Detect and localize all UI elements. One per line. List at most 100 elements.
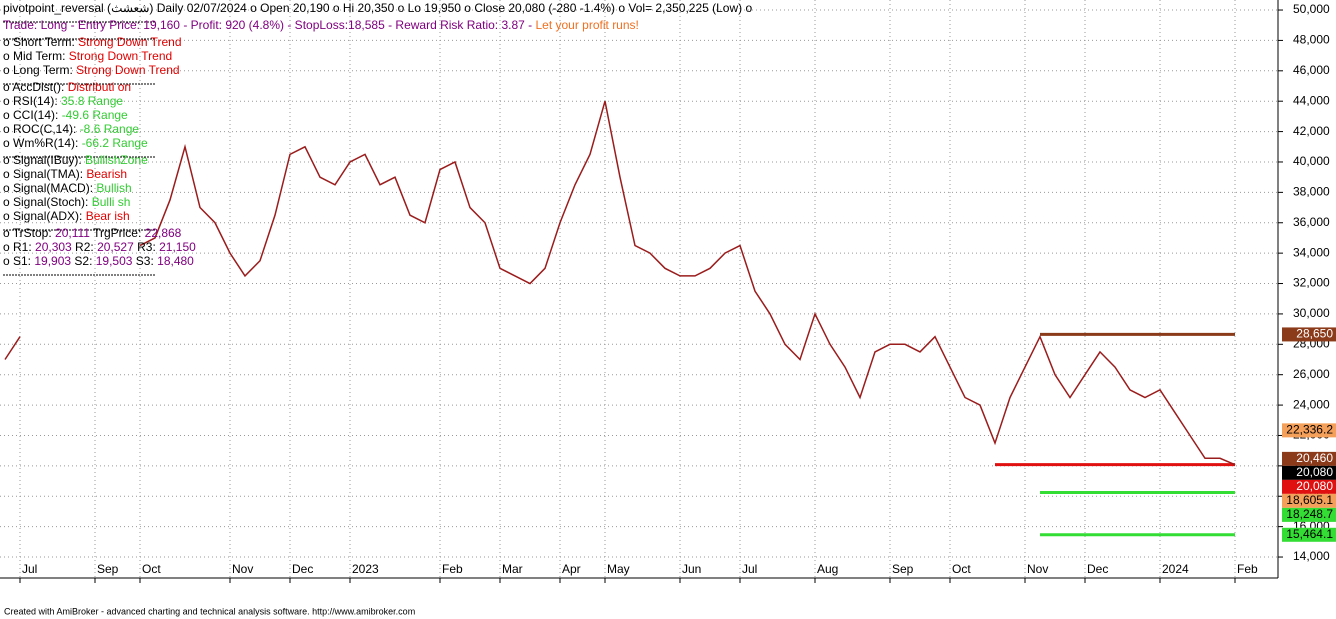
y-tick-label: 38,000 (1293, 185, 1330, 199)
info-text: 18,480 (157, 254, 194, 268)
level-label: 20,460 (1296, 451, 1333, 465)
info-line: o Wm%R(14): -66.2 Range (3, 136, 148, 150)
info-text: o RSI(14): (3, 94, 61, 108)
info-line: o Signal(Stoch): Bulli sh (3, 195, 130, 209)
info-text: o Signal(TMA): (3, 167, 86, 181)
info-line: o S1: 19,903 S2: 19,503 S3: 18,480 (3, 254, 194, 268)
x-tick-label: Oct (142, 562, 161, 576)
y-tick-label: 46,000 (1293, 63, 1330, 77)
info-text: -49.6 Range (62, 108, 128, 122)
info-text: o R1: (3, 240, 35, 254)
info-text: S2: (71, 254, 96, 268)
y-tick-label: 34,000 (1293, 245, 1330, 259)
y-tick-label: 24,000 (1293, 397, 1330, 411)
info-text: o Long Term: (3, 63, 76, 77)
x-tick-label: Sep (892, 562, 914, 576)
y-tick-label: 30,000 (1293, 306, 1330, 320)
y-tick-label: 40,000 (1293, 154, 1330, 168)
level-label-box (1282, 327, 1336, 342)
level-label: 28,650 (1296, 327, 1333, 341)
info-text: Strong Down Trend (69, 49, 172, 63)
level-label-box (1282, 423, 1336, 438)
info-text: 20,527 (97, 240, 134, 254)
info-line: o R1: 20,303 R2: 20,527 R3: 21,150 (3, 240, 196, 254)
level-label-box (1282, 507, 1336, 522)
x-tick-label: Feb (1237, 562, 1258, 576)
info-text: o Short Term: (3, 35, 78, 49)
info-text: -8.6 Range (80, 122, 140, 136)
y-tick-label: 36,000 (1293, 215, 1330, 229)
info-text: R2: (72, 240, 97, 254)
level-label: 18,605.1 (1286, 493, 1333, 507)
info-text: pivotpoint_reversal (شعشث) Daily 02/07/2… (3, 1, 752, 15)
info-text: -66.2 Range (82, 136, 148, 150)
info-line: o Signal(MACD): Bullish (3, 181, 132, 195)
info-line: o Signal(ADX): Bear ish (3, 209, 130, 223)
x-tick-label: May (607, 562, 630, 576)
level-label-box (1282, 465, 1336, 480)
info-text: o Signal(Stoch): (3, 195, 92, 209)
info-line: o AccDist(): Distributi on (3, 80, 131, 94)
info-text: 20,303 (35, 240, 72, 254)
y-tick-label: 32,000 (1293, 276, 1330, 290)
info-text: R3: (134, 240, 159, 254)
info-text: 21,150 (159, 240, 196, 254)
info-text: 20,111 (55, 226, 90, 240)
info-text: Bullish (96, 181, 131, 195)
x-tick-label: Jun (682, 562, 701, 576)
info-line: o ROC(C,14): -8.6 Range (3, 122, 139, 136)
level-label: 20,080 (1296, 465, 1333, 479)
x-tick-label: Oct (952, 562, 971, 576)
y-tick-label: 14,000 (1293, 549, 1330, 563)
level-label: 22,336.2 (1286, 423, 1333, 437)
level-label-box (1282, 493, 1336, 508)
info-text: Bearish (86, 167, 127, 181)
info-text: Strong Down Trend (78, 35, 181, 49)
info-text: o Signal(ADX): (3, 209, 86, 223)
info-text: BullishZone (85, 153, 148, 167)
info-text: Trade: Long - Entry Price: 19,160 - Prof… (3, 18, 535, 32)
x-tick-label: Dec (1087, 562, 1108, 576)
info-text: o TrStop: (3, 226, 55, 240)
info-text: Let your profit runs! (535, 18, 638, 32)
info-line: o Signal(TMA): Bearish (3, 167, 127, 181)
info-line: pivotpoint_reversal (شعشث) Daily 02/07/2… (3, 1, 752, 15)
y-tick-label: 48,000 (1293, 33, 1330, 47)
y-tick-label: 50,000 (1293, 2, 1330, 16)
footer: Created with AmiBroker - advanced charti… (4, 606, 415, 616)
info-text: o Signal(MACD): (3, 181, 96, 195)
info-text: o S1: (3, 254, 34, 268)
level-label: 20,080 (1296, 479, 1333, 493)
info-text: Strong Down Trend (76, 63, 179, 77)
info-line: o Long Term: Strong Down Trend (3, 63, 180, 77)
info-text: Bear ish (86, 209, 130, 223)
info-line: Trade: Long - Entry Price: 19,160 - Prof… (3, 18, 639, 32)
info-text: Bulli sh (92, 195, 131, 209)
x-tick-label: Nov (232, 562, 253, 576)
info-text: o AccDist(): (3, 80, 68, 94)
level-label: 18,248.7 (1286, 507, 1333, 521)
info-text: o ROC(C,14): (3, 122, 80, 136)
info-text: 19,903 (34, 254, 71, 268)
info-line: o Mid Term: Strong Down Trend (3, 49, 172, 63)
info-text: 19,503 (96, 254, 133, 268)
level-label: 15,464.1 (1286, 527, 1333, 541)
x-tick-label: Apr (562, 562, 581, 576)
info-text: Distributi on (68, 80, 131, 94)
info-line: o TrStop: 20,111 TrgPrice: 22,868 (3, 226, 182, 240)
level-label-box (1282, 527, 1336, 542)
level-label-box (1282, 479, 1336, 494)
x-tick-label: Dec (292, 562, 313, 576)
info-text: o CCI(14): (3, 108, 62, 122)
info-text: o Mid Term: (3, 49, 69, 63)
info-line: o RSI(14): 35.8 Range (3, 94, 123, 108)
info-line: o CCI(14): -49.6 Range (3, 108, 128, 122)
info-text: 22,868 (145, 226, 182, 240)
info-line: o Short Term: Strong Down Trend (3, 35, 182, 49)
info-text: S3: (132, 254, 157, 268)
info-text: 35.8 Range (61, 94, 123, 108)
x-tick-label: Sep (97, 562, 119, 576)
x-tick-label: 2024 (1162, 562, 1189, 576)
